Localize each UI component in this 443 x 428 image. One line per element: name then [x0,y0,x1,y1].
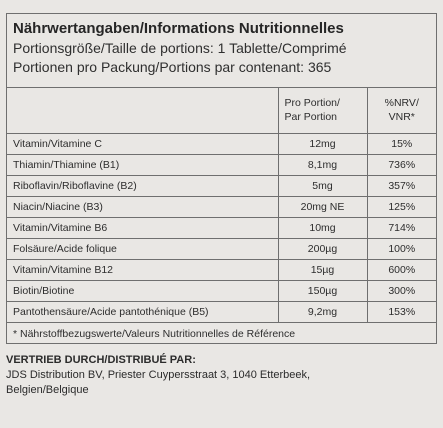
nutrient-name: Thiamin/Thiamine (B1) [7,154,278,176]
nutrient-amount: 15µg [277,259,367,281]
nutrient-name: Vitamin/Vitamine C [7,133,278,155]
table-header-row: Pro Portion/ Par Portion %NRV/ VNR* [7,88,436,134]
empty-header-cell [7,88,278,134]
nrv-header: %NRV/ VNR* [366,88,436,134]
nutrient-nrv: 153% [366,301,436,323]
nutrition-header: Nährwertangaben/Informations Nutritionne… [7,14,436,88]
table-row: Vitamin/Vitamine B12 15µg 600% [7,259,436,281]
nutrient-name: Folsäure/Acide folique [7,238,278,260]
table-row: Vitamin/Vitamine B6 10mg 714% [7,217,436,239]
nutrient-amount: 8,1mg [277,154,367,176]
nutrient-amount: 12mg [277,133,367,155]
nutrient-nrv: 125% [366,196,436,218]
nutrient-name: Riboflavin/Riboflavine (B2) [7,175,278,197]
distributor-address-line2: Belgien/Belgique [6,384,89,396]
table-row: Folsäure/Acide folique 200µg 100% [7,238,436,260]
nutrient-name: Vitamin/Vitamine B12 [7,259,278,281]
per-serving-header: Pro Portion/ Par Portion [277,88,367,134]
servings-per-pack: Portionen pro Packung/Portions par conte… [13,59,332,75]
table-row: Niacin/Niacine (B3) 20mg NE 125% [7,196,436,218]
nutrient-amount: 5mg [277,175,367,197]
nrv-footnote: * Nährstoffbezugswerte/Valeurs Nutrition… [13,327,296,340]
table-row: Vitamin/Vitamine C 12mg 15% [7,133,436,155]
nutrient-amount: 20mg NE [277,196,367,218]
nrv-header-line2: VNR* [388,111,415,124]
nutrient-amount: 200µg [277,238,367,260]
nutrition-title: Nährwertangaben/Informations Nutritionne… [13,20,344,37]
table-row: Biotin/Biotine 150µg 300% [7,280,436,302]
nutrient-nrv: 100% [366,238,436,260]
distributor-info: VERTRIEB DURCH/DISTRIBUÉ PAR: JDS Distri… [6,353,310,398]
nutrient-amount: 10mg [277,217,367,239]
nrv-header-line1: %NRV/ [384,97,419,110]
nutrition-table: Pro Portion/ Par Portion %NRV/ VNR* Vita… [7,88,436,323]
per-serving-header-line2: Par Portion [284,111,338,124]
distributor-heading: VERTRIEB DURCH/DISTRIBUÉ PAR: [6,354,196,366]
nutrient-nrv: 300% [366,280,436,302]
nutrient-name: Niacin/Niacine (B3) [7,196,278,218]
per-serving-header-line1: Pro Portion/ [284,97,340,110]
nutrient-name: Vitamin/Vitamine B6 [7,217,278,239]
nutrient-nrv: 736% [366,154,436,176]
nutrient-name: Pantothensäure/Acide pantothénique (B5) [7,301,278,323]
nutrient-nrv: 357% [366,175,436,197]
nutrient-name: Biotin/Biotine [7,280,278,302]
nutrient-nrv: 714% [366,217,436,239]
table-row: Thiamin/Thiamine (B1) 8,1mg 736% [7,154,436,176]
nutrition-facts-panel: Nährwertangaben/Informations Nutritionne… [6,13,437,344]
nutrient-nrv: 15% [366,133,436,155]
distributor-address-line1: JDS Distribution BV, Priester Cuypersstr… [6,369,311,381]
nutrient-amount: 9,2mg [277,301,367,323]
serving-size: Portionsgröße/Taille de portions: 1 Tabl… [13,40,347,56]
table-row: Riboflavin/Riboflavine (B2) 5mg 357% [7,175,436,197]
nutrient-amount: 150µg [277,280,367,302]
nutrient-nrv: 600% [366,259,436,281]
table-row: Pantothensäure/Acide pantothénique (B5) … [7,301,436,323]
